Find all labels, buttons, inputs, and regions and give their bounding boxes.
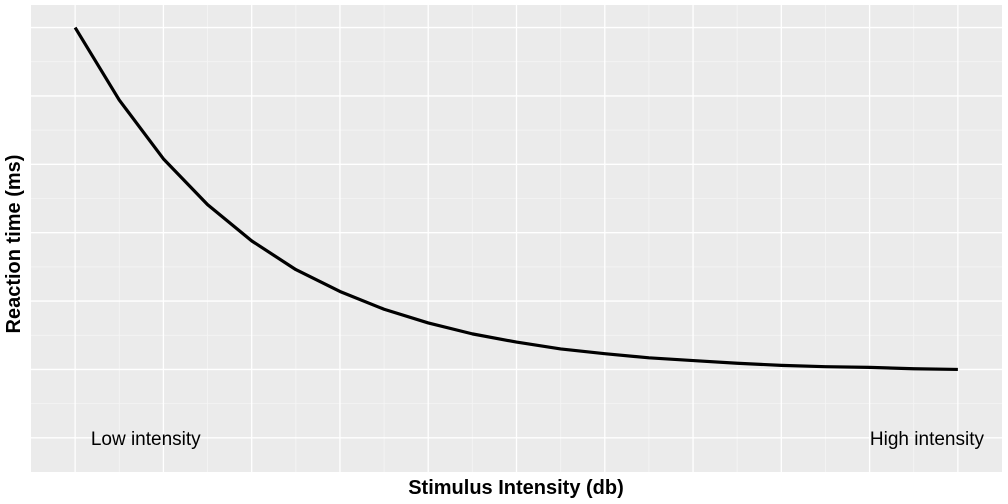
y-axis-title: Reaction time (ms)	[3, 155, 25, 334]
annotation-high-intensity: High intensity	[870, 429, 985, 450]
annotation-low-intensity: Low intensity	[91, 429, 201, 450]
grid-major	[31, 5, 1002, 472]
reaction-time-curve	[73, 26, 958, 372]
x-axis-title: Stimulus Intensity (db)	[408, 477, 624, 499]
